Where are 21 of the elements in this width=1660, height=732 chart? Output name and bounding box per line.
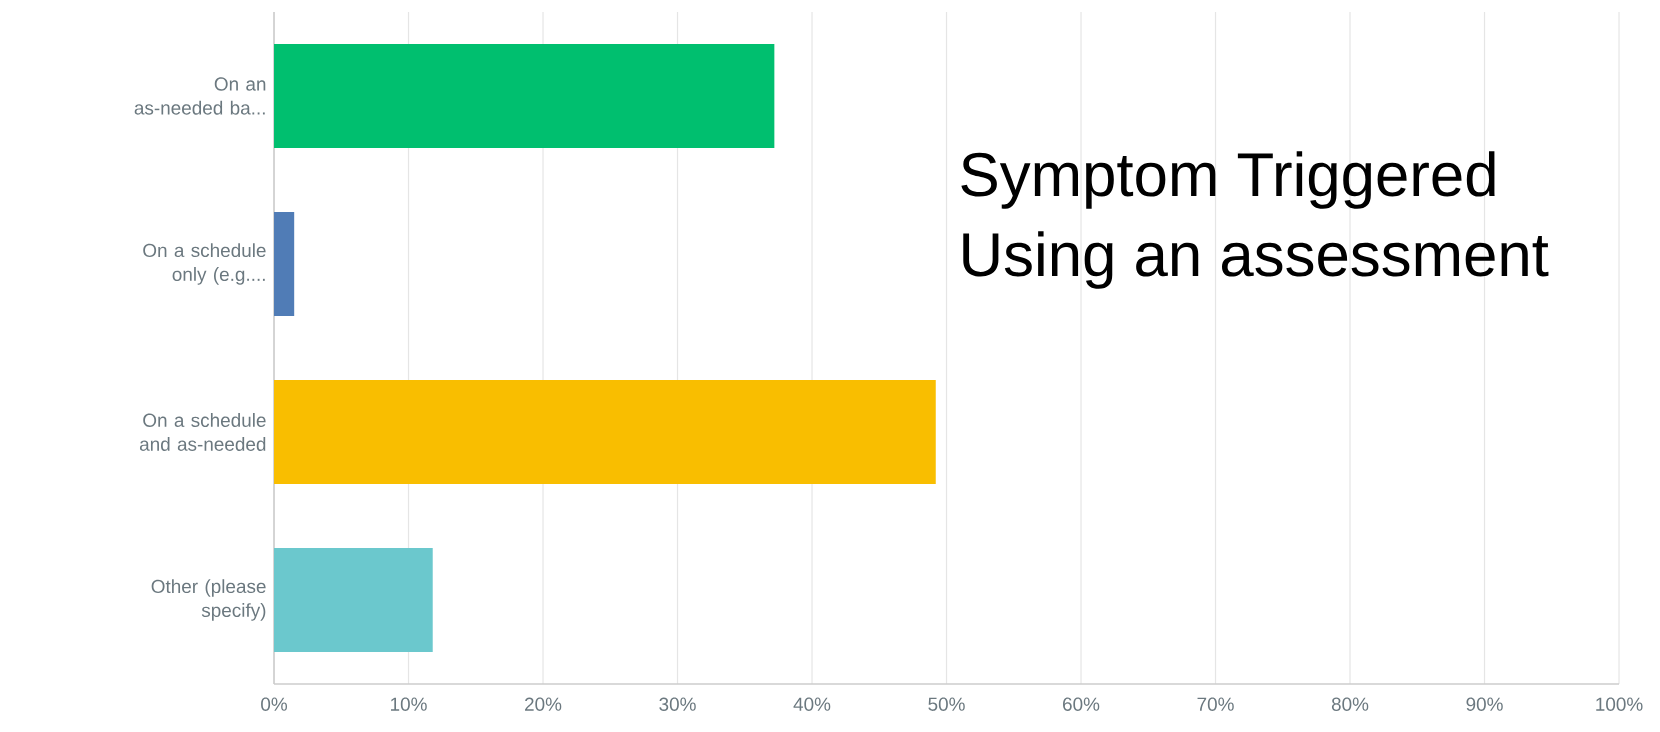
bar (274, 379, 936, 485)
y-tick-label: On a schedule and as-needed (139, 413, 266, 451)
y-tick-label: Other (please specify) (151, 579, 266, 621)
y-tick-label: On an as-needed ba... (134, 77, 266, 115)
x-tick-label: 90% (1466, 697, 1503, 711)
x-tick-label: 70% (1197, 697, 1234, 711)
x-tick-label: 80% (1331, 697, 1369, 711)
bar (274, 43, 775, 149)
x-tick-label: 60% (1063, 697, 1100, 711)
x-tick-label: 30% (659, 697, 696, 711)
x-tick-label: 100% (1596, 697, 1643, 711)
annotation: Using an assessment (963, 231, 1549, 289)
x-tick-label: 40% (793, 697, 831, 711)
x-tick-label: 10% (391, 697, 427, 711)
bar (274, 211, 295, 317)
x-tick-label: 20% (525, 697, 562, 711)
y-tick-label: On a schedule only (e.g.... (143, 243, 266, 285)
x-tick-label: 0% (261, 697, 288, 711)
annotation: Symptom Triggered (961, 151, 1495, 209)
x-tick-label: 50% (928, 697, 965, 711)
bar (274, 547, 433, 653)
